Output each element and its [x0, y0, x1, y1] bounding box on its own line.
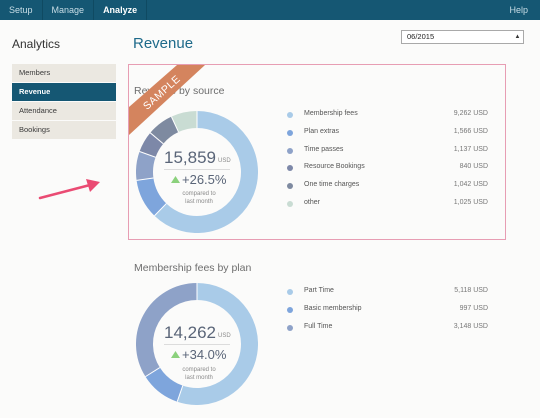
- sidebar-title: Analytics: [12, 37, 61, 51]
- donut-segment: [150, 116, 179, 145]
- fees-center-divider: [164, 344, 230, 345]
- revenue-total-unit: USD: [218, 158, 231, 164]
- sidebar-item-attendance[interactable]: Attendance: [12, 102, 116, 120]
- donut-segment: [154, 111, 258, 233]
- legend-item: Basic membership 997 USD: [287, 303, 488, 321]
- fees-change-note-line1: compared to: [182, 367, 216, 373]
- donut-segment: [145, 367, 184, 402]
- legend-item: One time charges 1,042 USD: [287, 179, 488, 197]
- revenue-change-note-line1: compared to: [182, 191, 216, 197]
- revenue-change-note-line2: last month: [185, 199, 213, 205]
- up-arrow-icon: [171, 176, 180, 183]
- donut-separator: [136, 177, 154, 181]
- tab-analyze[interactable]: Analyze: [94, 0, 148, 20]
- legend-swatch: [287, 183, 293, 190]
- legend-swatch: [287, 112, 293, 118]
- legend-label: Basic membership: [304, 304, 362, 312]
- legend-value: 997 USD: [459, 304, 488, 312]
- legend-value: 1,137 USD: [453, 145, 488, 153]
- legend-value: 1,566 USD: [453, 127, 488, 135]
- legend-item: Resource Bookings 840 USD: [287, 161, 488, 179]
- top-nav-bar: Setup Manage Analyze Help: [0, 0, 540, 20]
- annotation-arrow-icon: [38, 179, 100, 200]
- sample-ribbon: SAMPLE: [129, 65, 205, 135]
- page-title: Revenue: [133, 35, 194, 52]
- month-select[interactable]: 06/2015 ▲︎: [401, 30, 524, 44]
- legend-swatch: [287, 165, 293, 172]
- legend-value: 3,148 USD: [453, 322, 488, 330]
- legend-item: other 1,025 USD: [287, 197, 488, 215]
- month-select-value: 06/2015: [407, 32, 435, 41]
- legend-item: Plan extras 1,566 USD: [287, 126, 488, 144]
- legend-label: other: [304, 198, 320, 206]
- revenue-by-source-donut: [136, 111, 258, 233]
- legend-swatch: [287, 306, 293, 313]
- sidebar-item-members[interactable]: Members: [12, 64, 116, 82]
- legend-label: Plan extras: [304, 127, 340, 135]
- sidebar-item-revenue[interactable]: Revenue: [12, 83, 116, 101]
- legend-label: One time charges: [304, 181, 360, 189]
- donut-segment: [171, 111, 198, 133]
- revenue-center-divider: [164, 169, 230, 170]
- revenue-change-note: compared to last month: [164, 190, 234, 206]
- sidebar-menu: Members Revenue Attendance Bookings: [12, 64, 116, 140]
- legend-value: 840 USD: [459, 163, 488, 171]
- legend-value: 5,118 USD: [454, 287, 488, 294]
- tab-manage[interactable]: Manage: [43, 0, 95, 20]
- fees-change-note-line2: last month: [185, 375, 213, 381]
- help-link[interactable]: Help: [509, 5, 528, 15]
- legend-swatch: [287, 129, 293, 136]
- donut-segment: [177, 283, 258, 405]
- legend-swatch: [287, 289, 293, 295]
- donut-separator: [149, 132, 164, 145]
- legend-label: Resource Bookings: [304, 163, 365, 171]
- up-arrow-icon: [171, 351, 180, 358]
- revenue-legend: Membership fees 9,262 USD Plan extras 1,…: [287, 108, 488, 215]
- legend-item: Time passes 1,137 USD: [287, 144, 488, 162]
- fees-legend: Part Time 5,118 USD Basic membership 997…: [287, 285, 488, 338]
- fees-total-unit: USD: [218, 333, 231, 339]
- legend-value: 1,025 USD: [453, 198, 488, 206]
- legend-swatch: [287, 200, 293, 207]
- legend-label: Membership fees: [304, 110, 358, 117]
- revenue-total: 15,859: [164, 148, 216, 167]
- chevron-down-icon: ▲︎: [514, 34, 521, 40]
- legend-item: Part Time 5,118 USD: [287, 285, 488, 303]
- tab-setup[interactable]: Setup: [0, 0, 43, 20]
- fees-change: +34.0%: [182, 347, 227, 362]
- legend-label: Part Time: [304, 287, 334, 294]
- donut-segment: [136, 151, 156, 181]
- donut-separator: [154, 203, 167, 217]
- fees-by-plan-title: Membership fees by plan: [134, 262, 252, 274]
- fees-change-note: compared to last month: [164, 366, 234, 382]
- revenue-change: +26.5%: [182, 172, 227, 187]
- sample-panel-highlight: [128, 64, 506, 240]
- donut-separator: [170, 116, 179, 133]
- donut-separator: [139, 151, 156, 158]
- legend-label: Full Time: [304, 322, 333, 330]
- legend-item: Full Time 3,148 USD: [287, 321, 488, 339]
- sidebar-item-bookings[interactable]: Bookings: [12, 121, 116, 139]
- legend-swatch: [287, 147, 293, 154]
- donut-segment: [136, 283, 198, 377]
- fees-total: 14,262: [164, 323, 216, 342]
- donut-separator: [145, 367, 161, 378]
- legend-item: Membership fees 9,262 USD: [287, 108, 488, 126]
- legend-swatch: [287, 324, 293, 331]
- donut-segment: [136, 177, 167, 216]
- legend-value: 1,042 USD: [453, 181, 488, 189]
- fees-by-plan-donut: [136, 283, 258, 405]
- legend-label: Time passes: [304, 145, 344, 153]
- donut-separator: [176, 385, 184, 402]
- legend-value: 9,262 USD: [453, 110, 488, 117]
